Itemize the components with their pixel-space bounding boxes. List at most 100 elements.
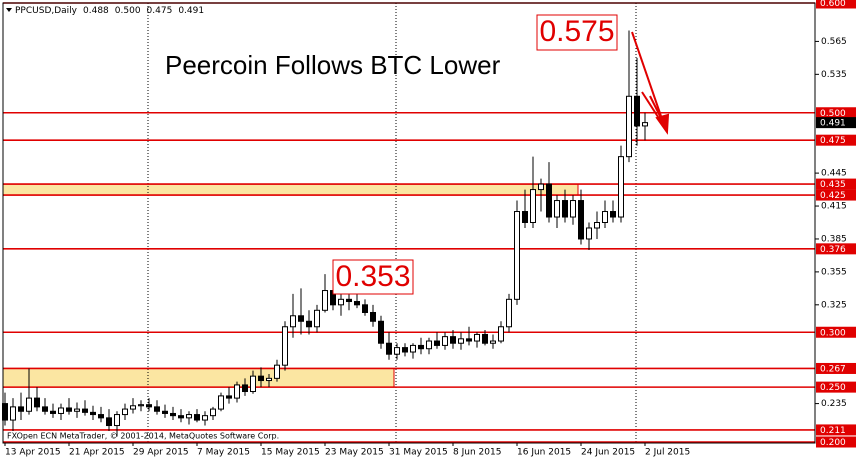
x-tick-label: 7 May 2015	[197, 448, 250, 458]
bull-body	[282, 326, 288, 366]
bull-body	[218, 395, 224, 410]
bull-body	[506, 298, 512, 328]
level-label: 0.267	[820, 364, 846, 374]
bear-body	[522, 211, 528, 223]
bull-body	[642, 122, 648, 127]
bull-body	[626, 95, 632, 158]
arrow	[649, 95, 665, 125]
bull-body	[458, 338, 464, 344]
bear-body	[562, 200, 568, 218]
menu-triangle	[6, 8, 12, 12]
bull-body	[234, 384, 240, 399]
level-label: 0.211	[820, 426, 846, 436]
bear-body	[242, 384, 248, 393]
level-label-box	[816, 134, 856, 146]
y-tick-label: 0.535	[821, 70, 847, 80]
arrow	[631, 31, 664, 123]
bear-body	[98, 414, 104, 419]
bull-body	[74, 408, 80, 412]
bull-body	[394, 347, 400, 355]
bear-body	[354, 301, 360, 306]
level-label-box	[816, 178, 856, 190]
bull-body	[10, 406, 16, 421]
bear-body	[298, 315, 304, 322]
level-label-box	[816, 189, 856, 201]
bear-body	[258, 375, 264, 382]
bear-body	[194, 414, 200, 421]
x-tick-label: 8 Jun 2015	[453, 448, 501, 458]
bear-body	[146, 404, 152, 408]
level-label: 0.200	[820, 438, 846, 448]
bull-body	[426, 340, 432, 350]
level-label: 0.475	[820, 136, 846, 146]
bear-body	[418, 344, 424, 350]
bear-body	[450, 336, 456, 344]
level-label-box	[816, 243, 856, 255]
bear-body	[346, 298, 352, 303]
grid	[147, 3, 819, 442]
chart-title: Peercoin Follows BTC Lower	[165, 50, 501, 80]
y-tick-label: 0.355	[821, 267, 847, 277]
level-label-box	[816, 362, 856, 374]
bull-body	[58, 407, 64, 414]
bull-body	[338, 298, 344, 306]
level-label-box	[816, 0, 856, 9]
bull-body	[186, 414, 192, 419]
bear-body	[170, 412, 176, 417]
price-label-box	[816, 117, 856, 129]
bear-body	[546, 183, 552, 218]
bull-body	[514, 211, 520, 300]
level-label: 0.600	[820, 0, 846, 9]
level-label: 0.300	[820, 328, 846, 338]
bear-body	[82, 408, 88, 413]
x-tick-label: 2 Jul 2015	[645, 448, 690, 458]
bull-body	[322, 290, 328, 311]
level-label: 0.425	[820, 191, 846, 201]
level-label-box	[816, 326, 856, 338]
bear-body	[162, 410, 168, 414]
bear-body	[378, 320, 384, 344]
bull-body	[210, 408, 216, 417]
bull-body	[314, 309, 320, 328]
watermark: FXOpen ECN MetaTrader, © 2001-2014, Meta…	[7, 432, 279, 441]
x-tick-label: 16 Jun 2015	[517, 448, 571, 458]
arrows	[631, 31, 670, 135]
header-price: 0.491	[178, 6, 204, 16]
bull-body	[498, 326, 504, 342]
plot-frame	[2, 2, 816, 444]
y-tick-label: 0.445	[821, 169, 847, 179]
symbol: PPCUSD,Daily	[15, 6, 78, 16]
bear-body	[50, 410, 56, 414]
bear-body	[578, 200, 584, 240]
bull-body	[410, 344, 416, 353]
header-price: 0.475	[147, 6, 173, 16]
level-label-box	[816, 381, 856, 393]
bear-body	[482, 333, 488, 344]
bull-body	[250, 375, 256, 393]
bear-body	[66, 407, 72, 412]
bull-body	[530, 189, 536, 223]
bull-body	[594, 222, 600, 229]
annotation-box	[332, 259, 414, 295]
bear-body	[362, 304, 368, 313]
bear-body	[370, 311, 376, 322]
bear-body	[178, 415, 184, 419]
bull-body	[570, 200, 576, 218]
bear-body	[34, 397, 40, 408]
annotation: 0.353	[335, 260, 410, 293]
x-tick-label: 29 Apr 2015	[133, 448, 189, 458]
chart-header: PPCUSD,Daily 0.488 0.500 0.475 0.491	[15, 6, 204, 16]
price-label: 0.491	[820, 119, 846, 129]
bear-body	[434, 340, 440, 346]
bull-body	[586, 227, 592, 240]
level-label: 0.376	[820, 245, 846, 255]
bull-body	[490, 340, 496, 344]
bull-body	[538, 183, 544, 191]
y-tick-label: 0.565	[821, 37, 847, 47]
bull-body	[602, 211, 608, 223]
level-label-box	[816, 424, 856, 436]
x-tick-label: 24 Jun 2015	[581, 448, 635, 458]
bear-body	[18, 406, 24, 412]
